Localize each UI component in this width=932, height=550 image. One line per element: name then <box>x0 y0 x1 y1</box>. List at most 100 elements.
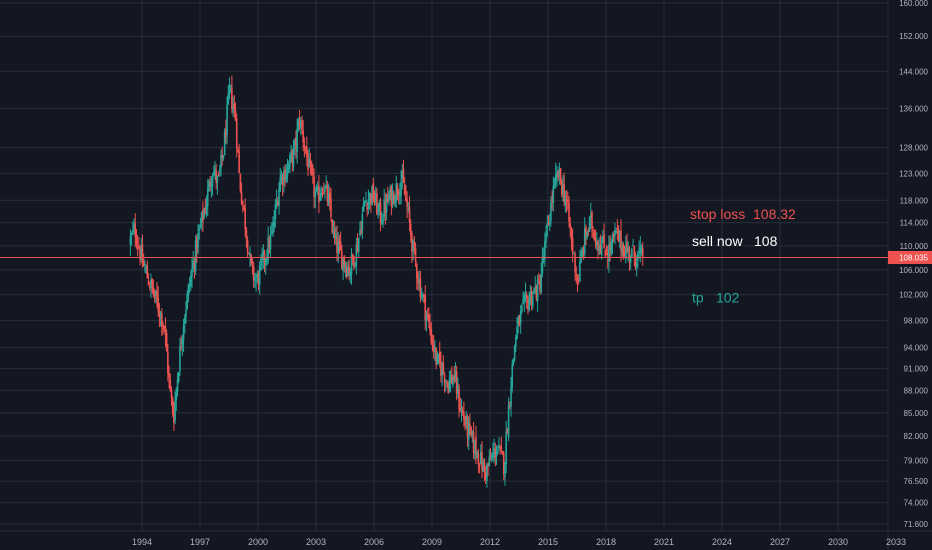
candle-body <box>389 187 391 199</box>
price-axis[interactable]: 71.600 74.000 76.500 79.000 82.000 85.000 88.0… <box>887 0 929 550</box>
candle-body <box>174 400 176 421</box>
candle-body <box>502 452 505 474</box>
candle-body <box>196 237 198 252</box>
candle-body <box>354 262 356 265</box>
candle-body <box>380 221 383 223</box>
candle-body <box>321 192 324 194</box>
candle-body <box>622 244 625 258</box>
candle-body <box>220 154 222 169</box>
candle-body <box>205 204 208 210</box>
candle-body <box>581 250 584 256</box>
candle-body <box>463 412 465 421</box>
candle-body <box>626 243 628 252</box>
candle-body <box>241 201 244 205</box>
candle-body <box>370 194 372 204</box>
candle-body <box>342 258 344 271</box>
candle-body <box>258 265 261 285</box>
candle-body <box>289 154 291 167</box>
candle-body <box>524 293 527 295</box>
candle-body <box>565 199 568 202</box>
current-price-tag: 108.035 <box>888 250 932 264</box>
candle-body <box>507 404 510 437</box>
candle-body <box>185 309 187 318</box>
candle-body <box>556 173 558 178</box>
candle-body <box>267 237 269 260</box>
y-tick-label: 76.500 <box>904 477 929 486</box>
candle-body <box>586 232 588 239</box>
candle-body <box>233 104 236 109</box>
candle-body <box>272 223 274 234</box>
candle-body <box>204 207 207 212</box>
y-tick-label: 136.000 <box>899 104 928 113</box>
candle-body <box>428 314 430 322</box>
candle-body <box>539 282 541 291</box>
candle-body <box>263 251 266 263</box>
candle-body <box>546 223 549 229</box>
candle-body <box>268 238 271 250</box>
candle-body <box>266 257 268 263</box>
candle-body <box>535 285 538 300</box>
candle-body <box>243 204 245 210</box>
candle-body <box>322 193 325 195</box>
candle-body <box>256 274 259 278</box>
candle-body <box>135 237 138 245</box>
candle-body <box>153 291 156 297</box>
candle-body <box>629 256 632 263</box>
candle-body <box>429 324 431 332</box>
candle-body <box>385 196 388 213</box>
candle-body <box>209 181 211 186</box>
candle-body <box>399 193 401 198</box>
candle-body <box>480 451 482 465</box>
candle-body <box>349 271 352 277</box>
candle-body <box>560 181 563 195</box>
candle-body <box>320 192 323 196</box>
candle-body <box>531 295 534 307</box>
y-tick-label: 102.000 <box>899 291 928 300</box>
candle-body <box>633 245 636 257</box>
candle-body <box>278 188 280 206</box>
candle-body <box>442 362 445 373</box>
candle-body <box>525 294 528 298</box>
candle-body <box>495 452 498 457</box>
candle-body <box>588 217 591 233</box>
candle-body <box>210 183 213 187</box>
candle-body <box>239 174 242 191</box>
candle-body <box>599 244 602 254</box>
candle-body <box>193 261 196 268</box>
candle-body <box>384 201 387 214</box>
candle-body <box>357 237 360 252</box>
candle-body <box>154 290 157 296</box>
candle-body <box>430 328 433 343</box>
time-axis[interactable]: 1994 1997 2000 2003 2006 2009 2012 2015 2018 2021… <box>0 530 932 547</box>
candle-body <box>252 265 255 280</box>
y-tick-label: 94.000 <box>904 344 929 353</box>
candle-body <box>634 256 637 267</box>
y-tick-label: 128.000 <box>899 144 928 153</box>
candle-body <box>293 140 296 146</box>
candle-body <box>177 373 180 382</box>
candle-body <box>202 209 204 221</box>
candle-body <box>134 223 137 238</box>
candle-body <box>493 448 495 453</box>
candle-body <box>240 192 243 204</box>
candle-body <box>466 416 469 437</box>
candle-body <box>448 379 451 390</box>
candle-body <box>324 186 326 192</box>
candle-body <box>523 295 526 301</box>
take-profit-label: tp <box>692 289 704 305</box>
candle-body <box>187 284 190 297</box>
candle-body <box>262 251 265 261</box>
candle-body <box>554 174 557 183</box>
candle-body <box>518 316 521 327</box>
candle-body <box>315 190 318 192</box>
candle-body <box>440 361 442 376</box>
candle-body <box>244 207 246 230</box>
candle-body <box>569 223 572 230</box>
candle-body <box>150 279 152 289</box>
candle-body <box>515 336 517 347</box>
candles <box>129 75 644 488</box>
candle-body <box>426 314 429 316</box>
candle-body <box>476 451 478 458</box>
candle-body <box>408 206 411 222</box>
